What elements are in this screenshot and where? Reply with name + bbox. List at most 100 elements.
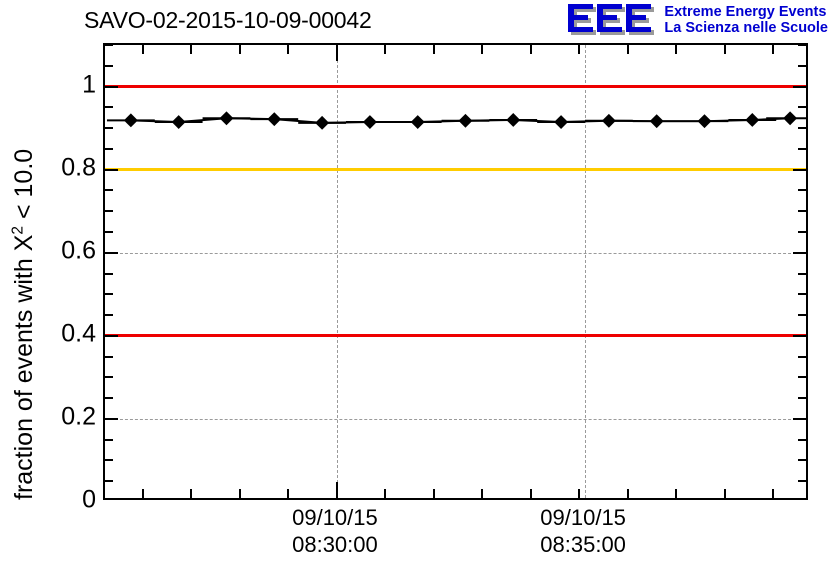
x-axis-minor-tick bbox=[190, 489, 193, 498]
data-series-layer bbox=[106, 111, 806, 130]
x-axis-minor-tick bbox=[238, 489, 241, 498]
x-axis-minor-tick bbox=[432, 45, 435, 54]
y-axis-major-tick bbox=[793, 85, 806, 88]
y-axis-minor-tick bbox=[105, 210, 113, 213]
y-axis-minor-tick bbox=[105, 272, 113, 275]
y-axis-major-tick bbox=[105, 334, 118, 337]
x-axis-minor-tick bbox=[578, 489, 581, 498]
y-axis-minor-tick bbox=[798, 189, 806, 192]
data-point-marker bbox=[171, 115, 186, 129]
data-point-marker bbox=[362, 115, 377, 129]
data-point-marker bbox=[458, 113, 473, 128]
x-axis-tick-label-time: 08:30:00 bbox=[292, 531, 378, 557]
y-axis-minor-tick bbox=[798, 480, 806, 483]
data-point-marker bbox=[315, 115, 330, 130]
horizontal-gridline bbox=[105, 418, 806, 420]
y-axis-minor-tick bbox=[798, 314, 806, 317]
y-axis-minor-tick bbox=[105, 438, 113, 441]
y-axis-major-tick bbox=[793, 251, 806, 254]
x-axis-minor-tick bbox=[238, 45, 241, 54]
y-axis-minor-tick bbox=[105, 147, 113, 150]
x-axis-minor-tick bbox=[481, 489, 484, 498]
data-point-marker bbox=[554, 115, 569, 129]
x-axis-minor-tick bbox=[529, 489, 532, 498]
y-axis-minor-tick bbox=[798, 127, 806, 130]
y-axis-minor-tick bbox=[798, 106, 806, 109]
eee-logo-mark-icon bbox=[566, 3, 658, 39]
x-axis-tick-label: 09/10/15 08:35:00 bbox=[540, 505, 626, 559]
eee-logo-line2: La Scienza nelle Scuole bbox=[664, 20, 828, 37]
x-axis-minor-tick bbox=[626, 45, 629, 54]
eee-logo: Extreme Energy Events La Scienza nelle S… bbox=[566, 2, 828, 42]
plot-area bbox=[103, 43, 808, 500]
page-title: SAVO-02-2015-10-09-00042 bbox=[84, 7, 372, 33]
y-axis-tick-label: 0.2 bbox=[61, 402, 96, 431]
y-axis-major-tick bbox=[793, 168, 806, 171]
x-axis-minor-tick bbox=[723, 489, 726, 498]
data-point-marker bbox=[745, 113, 760, 127]
y-axis-minor-tick bbox=[798, 355, 806, 358]
x-axis-tick-labels: 09/10/15 08:30:00 09/10/15 08:35:00 bbox=[103, 505, 808, 569]
x-axis-tick-label-date: 09/10/15 bbox=[540, 505, 626, 530]
x-axis-tick-label-date: 09/10/15 bbox=[292, 505, 378, 530]
vertical-gridline bbox=[336, 45, 338, 498]
y-axis-minor-tick bbox=[798, 397, 806, 400]
y-axis-minor-tick bbox=[105, 45, 113, 46]
data-series bbox=[106, 111, 806, 130]
data-point-marker bbox=[219, 111, 234, 126]
x-axis-minor-tick bbox=[190, 45, 193, 54]
x-axis-minor-tick bbox=[384, 45, 387, 54]
x-axis-minor-tick bbox=[287, 489, 290, 498]
data-point-marker bbox=[783, 111, 798, 126]
y-axis-minor-tick bbox=[105, 355, 113, 358]
horizontal-gridline bbox=[105, 252, 806, 254]
x-axis-minor-tick bbox=[141, 489, 144, 498]
y-axis-minor-tick bbox=[105, 127, 113, 130]
y-axis-minor-tick bbox=[798, 438, 806, 441]
y-axis-minor-tick bbox=[105, 459, 113, 462]
y-axis-minor-tick bbox=[798, 210, 806, 213]
x-axis-minor-tick bbox=[432, 489, 435, 498]
y-axis-tick-label: 0.8 bbox=[61, 153, 96, 182]
y-axis-minor-tick bbox=[798, 230, 806, 233]
data-point-marker bbox=[267, 112, 282, 127]
y-axis-tick-labels: 0 0.2 0.4 0.6 0.8 1 bbox=[28, 43, 96, 513]
y-axis-minor-tick bbox=[798, 272, 806, 275]
y-axis-tick-label: 0.4 bbox=[61, 319, 96, 348]
y-axis-tick-label: 1 bbox=[82, 70, 96, 99]
lower-red-threshold bbox=[105, 334, 806, 338]
x-axis-minor-tick bbox=[384, 489, 387, 498]
vertical-gridline bbox=[585, 45, 587, 498]
data-point-marker bbox=[601, 113, 616, 128]
x-axis-minor-tick bbox=[772, 45, 775, 54]
y-axis-minor-tick bbox=[105, 397, 113, 400]
data-point-marker bbox=[649, 114, 664, 129]
y-axis-tick-label: 0 bbox=[82, 485, 96, 514]
y-axis-minor-tick bbox=[105, 106, 113, 109]
x-axis-tick-label: 09/10/15 08:30:00 bbox=[292, 505, 378, 559]
yellow-threshold bbox=[105, 168, 806, 172]
x-axis-minor-tick bbox=[529, 45, 532, 54]
y-axis-major-tick bbox=[105, 251, 118, 254]
y-axis-minor-tick bbox=[798, 459, 806, 462]
x-axis-minor-tick bbox=[626, 489, 629, 498]
y-axis-minor-tick bbox=[105, 480, 113, 483]
x-axis-minor-tick bbox=[723, 45, 726, 54]
y-axis-minor-tick bbox=[105, 293, 113, 296]
y-axis-major-tick bbox=[793, 334, 806, 337]
data-point-marker bbox=[506, 113, 521, 127]
x-axis-minor-tick bbox=[772, 489, 775, 498]
y-axis-minor-tick bbox=[798, 64, 806, 67]
x-axis-major-tick bbox=[335, 482, 338, 498]
y-axis-minor-tick bbox=[105, 189, 113, 192]
x-axis-minor-tick bbox=[287, 45, 290, 54]
y-axis-major-tick bbox=[105, 417, 118, 420]
y-axis-major-tick bbox=[793, 417, 806, 420]
y-axis-minor-tick bbox=[105, 376, 113, 379]
y-axis-major-tick bbox=[105, 85, 118, 88]
upper-red-threshold bbox=[105, 85, 806, 89]
y-axis-minor-tick bbox=[798, 147, 806, 150]
x-axis-major-tick bbox=[335, 45, 338, 61]
x-axis-minor-tick bbox=[481, 45, 484, 54]
